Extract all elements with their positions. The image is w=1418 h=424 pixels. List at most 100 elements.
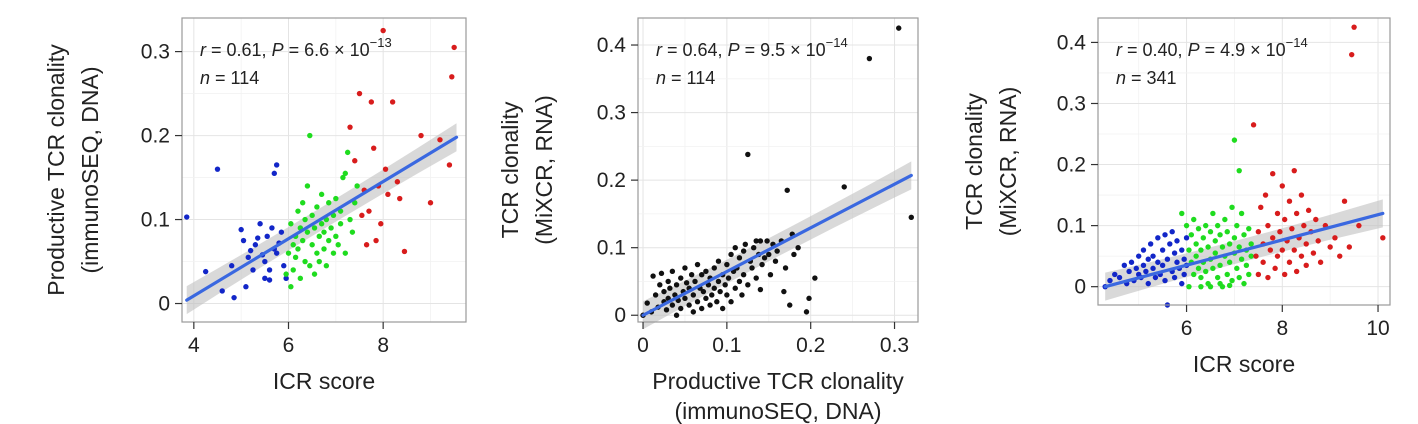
x-tick-label: 8 [1276,317,1288,340]
data-point [311,271,318,277]
data-point [703,268,709,275]
stat-p-exp: −13 [370,35,392,50]
stat-p-label: P [272,40,284,60]
data-point [245,254,251,261]
data-point [722,282,728,288]
data-point [1234,222,1240,229]
data-point [1150,265,1156,272]
data-point [1270,235,1276,241]
stat-n-label: n [1116,68,1126,88]
data-point [791,251,797,258]
data-point [866,55,873,62]
data-point [318,221,325,227]
data-point [418,132,424,139]
correlation-text: r = 0.40, P = 4.9 × 10−14 [1116,35,1308,60]
data-point [1195,265,1202,272]
data-point [302,258,308,265]
x-tick-label: 0.1 [712,334,741,357]
data-point [1195,225,1202,232]
data-point [219,288,225,294]
data-point [1133,265,1139,272]
sample-size-text: n = 114 [656,68,715,88]
data-point [273,250,280,256]
data-point [295,208,301,214]
y-tick-label: 0.4 [597,34,627,57]
data-point [740,272,747,278]
regression-line [1103,211,1385,289]
data-point [273,162,280,168]
data-point [247,247,254,254]
data-point [757,286,764,293]
data-point [740,248,747,254]
data-point [1164,256,1171,262]
data-point [658,270,665,277]
y-tick-label: 0.1 [141,209,170,232]
stat-p-label: P [1188,40,1200,60]
data-point [1217,262,1223,269]
data-point [650,273,656,279]
data-point [1183,235,1190,241]
data-point [667,285,673,291]
x-axis-title-line: Productive TCR clonality [652,368,904,394]
data-point [1279,183,1285,189]
data-point [342,170,348,177]
data-point [347,124,353,130]
data-point [711,265,717,271]
data-point [283,271,289,277]
data-point [326,237,332,244]
data-point [1193,241,1199,247]
data-point [1286,198,1293,204]
data-point [231,294,237,301]
data-point [252,242,259,248]
stat-r-value: = 0.40, [1122,40,1188,60]
stat-n-label: n [200,68,210,88]
data-point [427,200,434,206]
regression-line [641,173,913,317]
data-point [784,187,790,193]
data-point [665,278,671,285]
data-point [321,229,327,235]
data-point [290,267,296,273]
data-point [709,292,715,298]
data-point [1250,122,1257,128]
data-point [1112,271,1118,278]
data-point [1241,280,1247,287]
data-point [657,282,663,288]
data-point [1224,271,1230,278]
correlation-text: r = 0.61, P = 6.6 × 10−13 [200,35,392,60]
y-tick-label: 0 [614,304,626,327]
data-point [250,267,256,273]
data-point [451,44,457,51]
data-point [269,225,275,231]
data-point [1181,256,1187,262]
data-point [278,229,285,235]
data-point [714,299,720,305]
data-point [1143,268,1149,275]
data-point [732,285,738,291]
data-point [285,250,292,256]
data-point [1234,265,1240,272]
data-point [1198,283,1204,290]
data-point [297,275,304,282]
data-point [1262,192,1269,198]
data-point [1305,207,1312,214]
data-point [385,191,391,198]
stat-p-value: = 4.9 × 10 [1200,40,1286,60]
data-point [1281,216,1288,223]
data-point [1155,235,1161,241]
data-point [678,275,684,281]
data-point [281,263,287,269]
data-point [1301,222,1307,229]
data-point [728,251,734,258]
data-point [1255,271,1262,278]
data-point [1293,268,1300,275]
data-point [1351,24,1357,30]
y-tick-label: 0.4 [1057,31,1087,54]
data-point [337,221,344,227]
data-point [703,295,709,302]
data-point [340,174,346,181]
data-point [394,179,401,185]
data-point [1210,265,1216,272]
data-point [389,99,396,105]
data-point [378,221,384,227]
